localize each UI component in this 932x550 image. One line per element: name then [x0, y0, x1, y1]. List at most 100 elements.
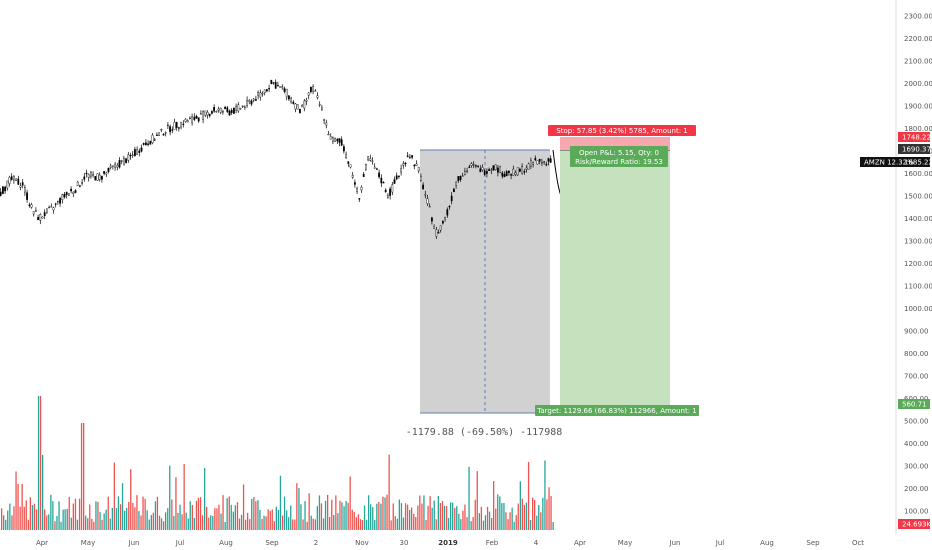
- volume-bar: [119, 504, 122, 530]
- volume-bar: [58, 501, 60, 530]
- volume-bar: [501, 503, 503, 530]
- candle-body: [292, 101, 295, 104]
- time-axis[interactable]: Apr May Jun Jul Aug Sep 2 Nov 30 2019 Feb 4 Apr May Ju…: [36, 539, 864, 547]
- volume-bar: [527, 461, 530, 530]
- candle-body: [527, 163, 530, 170]
- volume-bar: [507, 519, 509, 530]
- candle-body: [354, 182, 356, 185]
- measure-stats: -1179.88 (-69.50%) -117988: [406, 427, 563, 438]
- candle-body: [314, 90, 317, 92]
- candle-body: [162, 133, 165, 136]
- volume-bar: [148, 519, 150, 530]
- volume-bar: [374, 520, 376, 530]
- candle-body: [523, 171, 526, 173]
- candle-body: [435, 229, 438, 237]
- candle-body: [246, 99, 248, 106]
- candle-body: [133, 149, 136, 156]
- candle-body: [494, 164, 497, 170]
- candle-body: [74, 190, 77, 193]
- candle-body: [371, 160, 374, 162]
- candle-body: [521, 166, 524, 174]
- candle-body: [180, 122, 182, 128]
- volume-bar: [392, 503, 394, 530]
- candle-body: [360, 187, 363, 191]
- volume-bar: [42, 455, 44, 530]
- candle-body: [277, 85, 279, 87]
- volume-bar: [462, 510, 464, 530]
- candle-body: [131, 154, 134, 156]
- volume-bar: [497, 494, 499, 530]
- volume-bar: [281, 515, 284, 530]
- candle-body: [461, 175, 464, 177]
- candle-body: [103, 171, 106, 174]
- candle-body: [279, 86, 281, 88]
- candle-body: [188, 117, 191, 120]
- candle-body: [257, 91, 259, 96]
- price-tick-label: 1400.00: [904, 215, 932, 223]
- candle-body: [182, 123, 185, 126]
- candle-body: [63, 193, 66, 198]
- candle-body: [217, 108, 220, 111]
- candle-body: [321, 107, 323, 111]
- candle-body: [35, 210, 37, 212]
- volume-bar: [201, 515, 204, 530]
- candle-body: [219, 107, 222, 113]
- candle-body: [373, 166, 376, 169]
- volume-bar: [339, 500, 341, 530]
- candle-body: [398, 175, 400, 177]
- candle-body: [254, 99, 257, 101]
- symbol-tag-label: AMZN 12.32%: [864, 159, 914, 167]
- candle-body: [437, 232, 440, 234]
- volume-bar: [435, 519, 437, 530]
- volume-bar: [495, 508, 497, 530]
- candle-body: [199, 113, 202, 115]
- candle-body: [175, 122, 178, 128]
- time-tick-label: Sep: [806, 539, 820, 547]
- candle-body: [61, 194, 64, 200]
- volume-bar: [33, 503, 36, 530]
- candle-body: [39, 213, 42, 221]
- volume-bar: [218, 504, 220, 530]
- volume-bar: [140, 515, 142, 530]
- candle-body: [411, 155, 413, 158]
- candle-body: [455, 181, 457, 186]
- candle-body: [204, 110, 207, 116]
- volume-bar: [503, 503, 505, 530]
- volume-bar: [279, 475, 282, 530]
- symbol-tag-price: 1685.22: [904, 159, 932, 167]
- volume-bar: [169, 465, 171, 530]
- candle-body: [413, 164, 416, 167]
- price-axis[interactable]: 2300.00 2200.00 2100.00 2000.00 1900.00 1800.…: [904, 13, 932, 516]
- price-tick-label: 800.00: [904, 350, 929, 358]
- volume-bar: [66, 508, 68, 530]
- candle-body: [197, 117, 200, 122]
- volume-bar: [46, 515, 48, 530]
- candle-body: [186, 120, 189, 123]
- volume-bar: [404, 503, 407, 530]
- volume-bar: [292, 519, 294, 530]
- short-position[interactable]: Stop: 57.85 (3.42%) 5785, Amount: 1 Open …: [535, 125, 699, 416]
- candle-body: [362, 174, 365, 177]
- volume-bar: [78, 498, 81, 530]
- volume-bar: [158, 515, 161, 530]
- price-tick-label: 100.00: [904, 508, 929, 516]
- candle-body: [549, 158, 552, 163]
- volume-bar: [163, 521, 165, 530]
- volume-bar: [409, 510, 411, 530]
- candle-body: [228, 110, 231, 116]
- target-price-tag: 560.71: [902, 401, 927, 409]
- candle-body: [318, 104, 321, 106]
- volume-bar: [320, 503, 323, 530]
- time-tick-label: 30: [400, 539, 409, 547]
- candle-body: [28, 204, 31, 206]
- candle-body: [46, 208, 48, 213]
- candle-body: [118, 160, 121, 168]
- volume-bar: [11, 515, 13, 530]
- candle-body: [468, 166, 471, 168]
- volume-bar: [9, 503, 11, 530]
- candle-body: [19, 185, 22, 188]
- candle-body: [274, 82, 277, 89]
- volume-bar: [181, 514, 183, 530]
- price-tick-label: 1100.00: [904, 283, 932, 291]
